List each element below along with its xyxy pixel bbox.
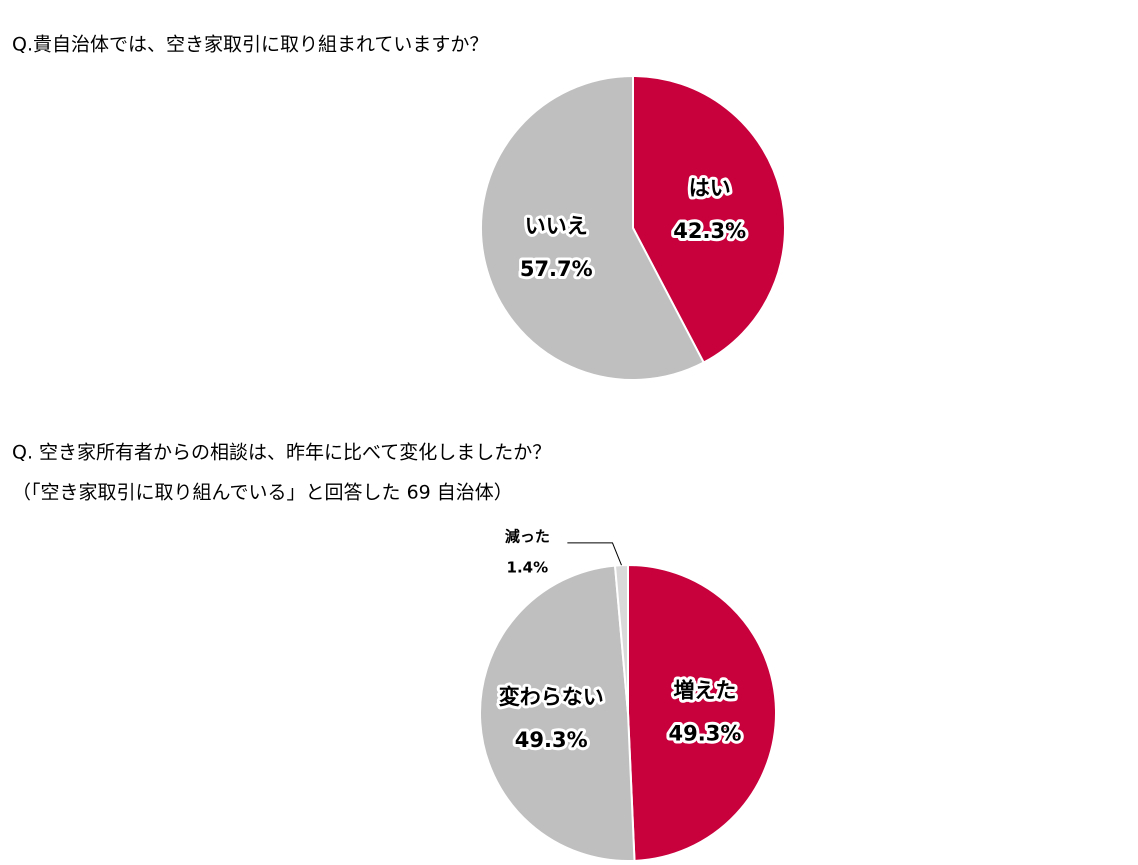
value-label: 42.3% [673, 219, 746, 243]
slice-label: 減った [505, 527, 550, 545]
value-label: 57.7% [520, 257, 593, 281]
leader-line [567, 542, 622, 566]
pie-slice [632, 74, 786, 364]
value-label: 49.3% [669, 721, 742, 745]
slice-label: いいえ [525, 214, 588, 238]
chart-title: Q.貴自治体では、空き家取引に取り組まれていますか？ [12, 34, 488, 56]
value-label: 49.3% [515, 728, 588, 752]
value-label: 1.4% [507, 558, 549, 576]
pie-slice [480, 74, 706, 381]
chart-title: Q. 空き家所有者からの相談は、昨年に比べて変化しましたか？ [12, 442, 551, 464]
pie-slice [478, 564, 636, 862]
slice-label: 増えた [673, 678, 736, 702]
slice-label: はい [689, 176, 731, 200]
slice-label: 変わらない [499, 685, 604, 709]
pie-slice [627, 563, 777, 862]
chart-subtitle: （「空き家取引に取り組んでいる」と回答した 69 自治体） [12, 482, 513, 504]
